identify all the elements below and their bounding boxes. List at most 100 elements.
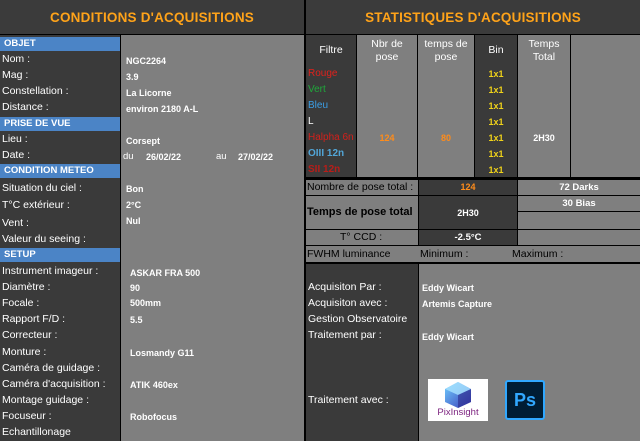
- filter-l: L: [308, 116, 314, 127]
- objet-value-constellation: La Licorne: [126, 88, 172, 98]
- trait-par-label: Traitement par :: [308, 329, 382, 341]
- blank-cell: [518, 212, 640, 229]
- photoshop-icon: Ps: [513, 389, 537, 410]
- acq-par-label: Acquisiton Par :: [308, 281, 382, 293]
- pixinsight-label: PixInsight: [437, 407, 479, 418]
- darks-cell: [518, 180, 640, 195]
- temps-column: [418, 35, 474, 177]
- filter-bleu: Bleu: [308, 100, 329, 111]
- photoshop-logo: Ps: [505, 380, 545, 420]
- bin-vert: 1x1: [488, 85, 504, 95]
- setup-value-rapport: 5.5: [130, 315, 143, 325]
- credits-label-column: [306, 264, 418, 441]
- meteo-label-vent: Vent :: [2, 217, 29, 229]
- prise-date-to: 27/02/22: [238, 152, 274, 162]
- meteo-label-seeing: Valeur du seeing :: [2, 233, 86, 245]
- total-column: [518, 35, 570, 177]
- prise-date-from: 26/02/22: [146, 152, 182, 162]
- darks-value: 72 Darks: [559, 182, 599, 193]
- meteo-value-temperature: 2°C: [126, 200, 142, 210]
- setup-label-montage-guidage: Montage guidage :: [2, 394, 89, 406]
- temps-total-label: Temps de pose total: [307, 206, 413, 218]
- filter-halpha: Halpha 6n: [308, 132, 354, 143]
- setup-value-instrument: ASKAR FRA 500: [130, 268, 201, 278]
- bias-value: 30 Bias: [562, 198, 596, 209]
- trait-avec-label: Traitement avec :: [308, 394, 389, 406]
- fwhm-row: [306, 246, 640, 262]
- left-label-column: [0, 35, 120, 441]
- objet-label-mag: Mag :: [2, 69, 29, 81]
- setup-value-monture: Losmandy G11: [130, 348, 195, 358]
- bin-l: 1x1: [488, 117, 504, 127]
- trait-par-value: Eddy Wicart: [422, 332, 474, 342]
- left-title: CONDITIONS D'ACQUISITIONS: [0, 0, 304, 34]
- prise-value-lieu: Corsept: [126, 136, 161, 146]
- filter-rouge: Rouge: [308, 68, 338, 79]
- bin-oiii: 1x1: [488, 149, 504, 159]
- pixinsight-logo: PixInsight: [428, 379, 488, 421]
- nbr-total-label: Nombre de pose total :: [307, 181, 414, 193]
- setup-label-rapport: Rapport F/D :: [2, 313, 66, 325]
- meteo-label-temperature: T°C extérieur :: [2, 199, 70, 211]
- fwhm-label: FWHM luminance: [307, 248, 391, 260]
- section-prise-de-vue: PRISE DE VUE: [0, 117, 120, 131]
- filter-oiii: OIII 12n: [308, 148, 345, 159]
- halpha-total: 2H30: [533, 133, 555, 143]
- nbr-column: [357, 35, 417, 177]
- header-filtre: Filtre: [319, 44, 343, 56]
- ccd-value: -2.5°C: [454, 232, 482, 243]
- prise-du: du: [123, 151, 134, 162]
- objet-label-constellation: Constellation :: [2, 85, 69, 97]
- setup-label-correcteur: Correcteur :: [2, 329, 58, 341]
- nbr-total-value-cell: [419, 180, 517, 195]
- halpha-temps: 80: [440, 133, 451, 143]
- fwhm-max-label: Maximum :: [512, 248, 564, 260]
- setup-value-focuseur: Robofocus: [130, 412, 177, 422]
- halpha-nbr: 124: [379, 133, 395, 143]
- ccd-value-cell: [419, 230, 517, 245]
- acq-avec-value: Artemis Capture: [422, 299, 493, 309]
- setup-label-monture: Monture :: [2, 346, 47, 358]
- objet-label-nom: Nom :: [2, 53, 31, 65]
- nbr-total-value: 124: [460, 182, 476, 192]
- setup-label-camera-acquisition: Caméra d'acquisition :: [2, 378, 106, 390]
- setup-label-echantillonage: Echantillonage: [2, 426, 71, 438]
- meteo-label-ciel: Situation du ciel :: [2, 182, 82, 194]
- bin-rouge: 1x1: [488, 69, 504, 79]
- prise-label-lieu: Lieu :: [2, 133, 28, 145]
- setup-label-camera-guidage: Caméra de guidage :: [2, 362, 101, 374]
- bin-column: [475, 35, 517, 177]
- acq-par-value: Eddy Wicart: [422, 283, 474, 293]
- acq-avec-label: Acquisiton avec :: [308, 297, 388, 309]
- nbr-total-label-cell: [306, 180, 418, 195]
- setup-value-camera-acquisition: ATIK 460ex: [130, 380, 178, 390]
- header-temps: temps de pose: [424, 38, 468, 63]
- header-nbr: Nbr de pose: [371, 38, 403, 63]
- setup-label-diametre: Diamètre :: [2, 281, 51, 293]
- prise-au: au: [216, 151, 227, 162]
- bias-cell: [518, 196, 640, 211]
- header-total: Temps Total: [528, 38, 560, 63]
- header-bin: Bin: [488, 44, 504, 56]
- left-value-column: [121, 35, 304, 441]
- right-title: STATISTIQUES D'ACQUISITIONS: [306, 0, 640, 34]
- ccd-blank-cell: [518, 230, 640, 245]
- meteo-value-ciel: Bon: [126, 184, 144, 194]
- objet-label-distance: Distance :: [2, 101, 49, 113]
- filter-column: [306, 35, 356, 177]
- temps-total-value: 2H30: [457, 208, 479, 218]
- setup-label-focale: Focale :: [2, 297, 40, 309]
- section-setup: SETUP: [0, 248, 120, 262]
- bin-bleu: 1x1: [488, 101, 504, 111]
- ccd-label-cell: [306, 230, 418, 245]
- fwhm-min-label: Minimum :: [420, 248, 469, 260]
- temps-total-value-cell: [419, 196, 517, 229]
- section-meteo: CONDITION METEO: [0, 164, 120, 178]
- gestion-label: Gestion Observatoire: [308, 313, 408, 325]
- pixinsight-icon: [445, 382, 471, 408]
- bin-sii: 1x1: [488, 165, 504, 175]
- objet-value-nom: NGC2264: [126, 56, 167, 66]
- temps-total-label-cell: [306, 196, 418, 229]
- extra-column: [571, 35, 640, 177]
- meteo-value-vent: Nul: [126, 216, 141, 226]
